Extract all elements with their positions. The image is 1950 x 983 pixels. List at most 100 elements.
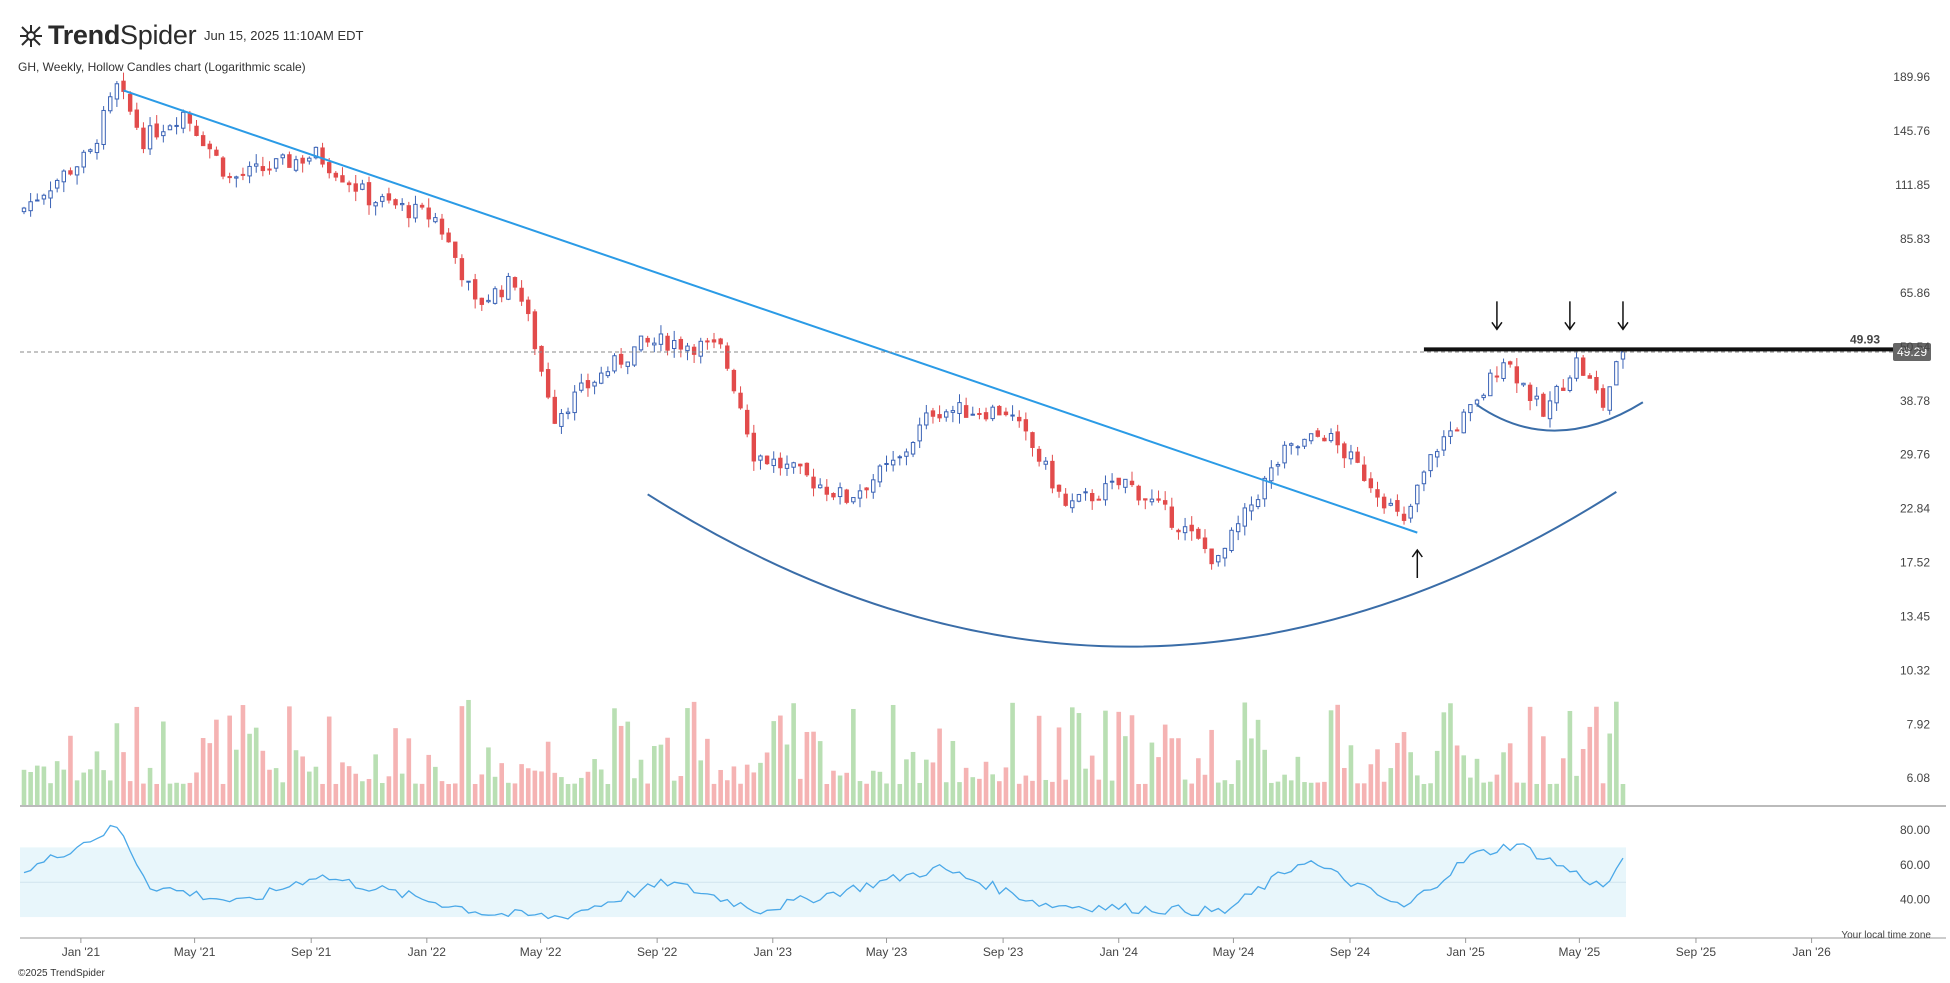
volume-bar [525, 768, 531, 806]
candle-body [857, 490, 863, 499]
candle-body [1567, 377, 1573, 391]
volume-bar [545, 741, 551, 806]
candle-body [413, 203, 418, 219]
candle-body [506, 275, 511, 300]
candle-body [811, 476, 816, 489]
candle-body [579, 382, 584, 391]
copyright-footer: ©2025 TrendSpider [18, 968, 105, 979]
candle-body [1229, 529, 1234, 552]
volume-bar [479, 774, 485, 806]
candle-body [207, 143, 212, 150]
volume-bar [1494, 774, 1500, 806]
volume-bar [804, 731, 810, 806]
volume-bar [605, 783, 611, 806]
candle-body [1109, 480, 1115, 483]
volume-bar [127, 781, 133, 806]
candle-body [1295, 446, 1301, 449]
up-arrow-head-icon [1411, 548, 1423, 558]
volume-bar [253, 727, 259, 806]
volume-bar [1242, 702, 1248, 806]
volume-bar [778, 715, 783, 806]
candle-body [1474, 399, 1480, 405]
candle-body [864, 487, 869, 491]
volume-bar [234, 749, 239, 806]
candle-body [21, 207, 27, 213]
volume-bar [698, 760, 704, 806]
volume-bar [220, 783, 226, 806]
candle-body [592, 381, 597, 387]
candle-body [1408, 505, 1413, 519]
volume-bar [671, 780, 677, 806]
candle-body [1421, 471, 1427, 485]
volume-bar [1149, 742, 1155, 806]
volume-bar [21, 769, 27, 806]
candle-body [234, 176, 239, 179]
volume-bar [167, 783, 173, 806]
candle-body [1481, 394, 1486, 399]
candle-body [665, 335, 670, 351]
volume-bar [240, 705, 246, 806]
candle-body [1176, 529, 1181, 533]
candle-body [917, 424, 922, 442]
volume-bar [1295, 756, 1301, 806]
candle-body [1322, 437, 1327, 442]
candle-body [254, 163, 259, 167]
volume-bar [1414, 775, 1420, 806]
volume-bar [1269, 782, 1274, 806]
candle-body [1063, 493, 1068, 506]
candle-body [1335, 431, 1340, 446]
price-axis-tick-label: 29.76 [1900, 448, 1930, 462]
volume-bar [1182, 779, 1188, 806]
trendspider-spider-icon [20, 24, 42, 47]
volume-bar [1501, 752, 1506, 806]
volume-bar [1255, 719, 1261, 806]
chart-annotations: 49.93 49.29 [20, 89, 1931, 648]
candle-body [977, 412, 982, 415]
candle-body [61, 170, 67, 183]
volume-bar [1282, 774, 1287, 806]
volume-bar [1541, 736, 1546, 806]
volume-bar [180, 783, 186, 806]
rsi-axis-tick-label: 80.00 [1900, 823, 1930, 837]
volume-bar [1600, 783, 1606, 806]
candle-body [718, 338, 723, 345]
candle-body [174, 124, 179, 127]
candle-body [1454, 429, 1460, 432]
candle-body [897, 456, 902, 459]
candle-body [1600, 388, 1606, 408]
trendspider-logo: TrendSpider [18, 20, 197, 51]
candle-body [625, 361, 630, 367]
volume-bar [486, 747, 491, 806]
price-axis-tick-label: 6.08 [1907, 771, 1931, 785]
candle-body [519, 287, 524, 302]
volume-bar [572, 783, 577, 806]
volume-bar [1109, 780, 1115, 806]
candle-body [353, 183, 358, 192]
candle-body [1302, 438, 1307, 447]
volume-bar [1428, 783, 1433, 806]
candle-body [1620, 351, 1626, 360]
candle-body [446, 232, 451, 243]
volume-bar [1050, 781, 1055, 806]
volume-bar [439, 781, 445, 806]
candle-body [618, 353, 624, 365]
candle-body [1362, 464, 1367, 481]
volume-bar [665, 737, 670, 806]
volume-bar [771, 721, 777, 806]
volume-bar [884, 783, 889, 806]
volume-bar [904, 759, 909, 806]
volume-bar [1594, 706, 1599, 806]
candle-body [1189, 524, 1194, 532]
volume-bar [1441, 712, 1447, 806]
volume-bar [48, 783, 53, 806]
candle-body [68, 170, 73, 175]
candle-body [1182, 526, 1188, 534]
candle-body [1282, 444, 1287, 464]
volume-bar [373, 754, 378, 806]
volume-bar [957, 782, 962, 806]
candle-body [1348, 451, 1354, 460]
candle-body [1547, 400, 1553, 420]
price-axis-tick-label: 145.76 [1893, 124, 1930, 138]
volume-bar [1614, 701, 1619, 806]
